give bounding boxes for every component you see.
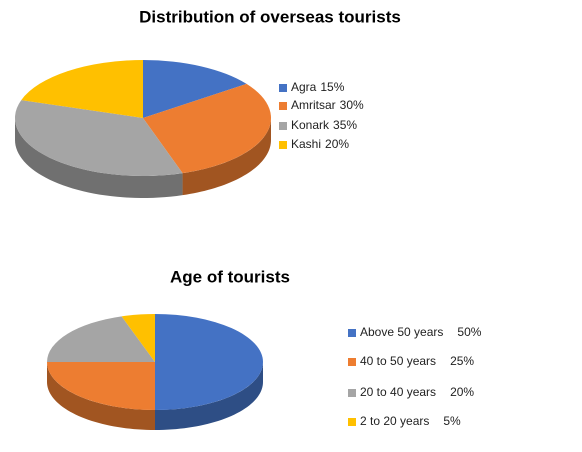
legend-swatch — [279, 122, 287, 130]
pie-slice — [21, 60, 143, 118]
slice-side — [15, 118, 183, 198]
legend-label: Above 50 years 50% — [360, 325, 482, 339]
legend-value: 20% — [325, 137, 349, 151]
legend-value: 5% — [443, 414, 461, 428]
legend-value: 20% — [450, 385, 474, 399]
legend-category: Amritsar — [291, 98, 336, 112]
legend-category: 40 to 50 years — [360, 354, 436, 368]
pie-slice — [143, 60, 247, 118]
legend-swatch — [279, 84, 287, 92]
legend-category: Above 50 years — [360, 325, 443, 339]
legend-swatch — [348, 329, 356, 337]
chart-title: Age of tourists — [170, 267, 290, 286]
legend-swatch — [348, 418, 356, 426]
slice-side — [155, 362, 263, 430]
legend-label: 40 to 50 years 25% — [360, 354, 474, 368]
legend-label: Konark 35% — [291, 118, 357, 132]
legend-label: Amritsar 30% — [291, 98, 364, 112]
legend-value: 50% — [457, 325, 481, 339]
legend-label: Agra 15% — [291, 80, 345, 94]
legend-category: Kashi — [291, 137, 321, 151]
legend-category: Agra — [291, 80, 317, 94]
legend-swatch — [279, 102, 287, 110]
pie-slice — [14, 100, 183, 177]
legend-label: Kashi 20% — [291, 137, 349, 151]
slice-side — [182, 118, 271, 196]
pie-slice — [121, 314, 155, 362]
legend-value: 30% — [340, 98, 364, 112]
pie-slice — [155, 314, 263, 410]
chart-title: Distribution of overseas tourists — [139, 7, 401, 26]
legend-category: Konark — [291, 118, 330, 132]
legend-label: 2 to 20 years 5% — [360, 414, 461, 428]
legend-value: 35% — [333, 118, 357, 132]
legend-value: 25% — [450, 354, 474, 368]
pie-slice — [47, 362, 155, 410]
legend-value: 15% — [320, 80, 344, 94]
pie-slice — [143, 83, 271, 174]
legend-swatch — [279, 141, 287, 149]
legend-swatch — [348, 358, 356, 366]
legend-swatch — [348, 389, 356, 397]
legend-label: 20 to 40 years 20% — [360, 385, 474, 399]
legend-category: 2 to 20 years — [360, 414, 429, 428]
slice-side — [47, 362, 155, 430]
legend-category: 20 to 40 years — [360, 385, 436, 399]
pie-slice — [47, 316, 155, 362]
